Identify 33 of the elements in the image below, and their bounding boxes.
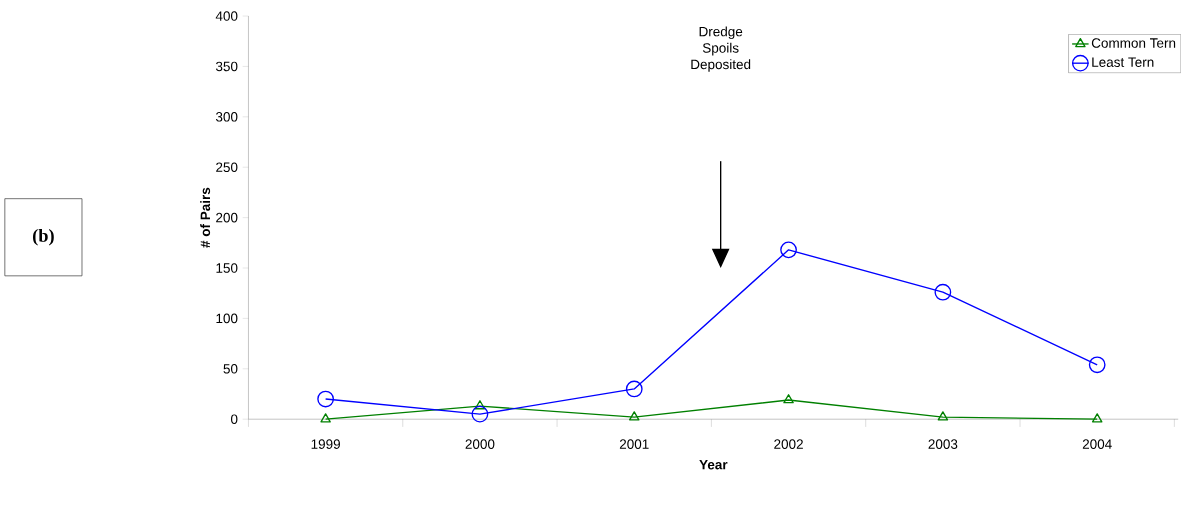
y-tick-label: 300 (215, 112, 238, 122)
point (937, 411, 949, 421)
point (783, 394, 794, 404)
point (471, 405, 489, 423)
point (1091, 413, 1103, 423)
x-tick-label: 2003 (928, 439, 958, 449)
point (780, 241, 797, 259)
point (1088, 356, 1106, 374)
y-axis-title: # of Pairs (200, 187, 211, 248)
y-tick-label: 250 (216, 162, 238, 173)
x-tick-label: 2004 (1082, 439, 1112, 449)
x-tick-label: 2001 (619, 439, 649, 449)
legend-label: Common Tern (1091, 38, 1176, 48)
x-tick-label: 2002 (774, 439, 803, 449)
y-tick-label: 150 (216, 263, 238, 273)
point (625, 380, 643, 398)
point (320, 413, 331, 423)
annotation: Dredge Spoils Deposited (691, 26, 751, 72)
text: (b) (33, 228, 54, 246)
y-tick-label: 350 (215, 61, 238, 72)
x-tick-label: 1999 (311, 439, 340, 449)
y-tick-label: 200 (216, 212, 238, 223)
point (317, 390, 335, 408)
legend-label: Least Tern (1092, 57, 1154, 67)
x-tick-label: 2000 (465, 439, 495, 449)
x-axis-title: Year (699, 460, 728, 470)
y-tick-label: 400 (215, 11, 238, 21)
point (628, 411, 640, 421)
y-tick-label: 0 (230, 414, 238, 424)
y-tick-label: 50 (223, 364, 238, 374)
y-tick-label: 100 (216, 313, 238, 324)
point (474, 400, 486, 410)
point (934, 283, 952, 301)
